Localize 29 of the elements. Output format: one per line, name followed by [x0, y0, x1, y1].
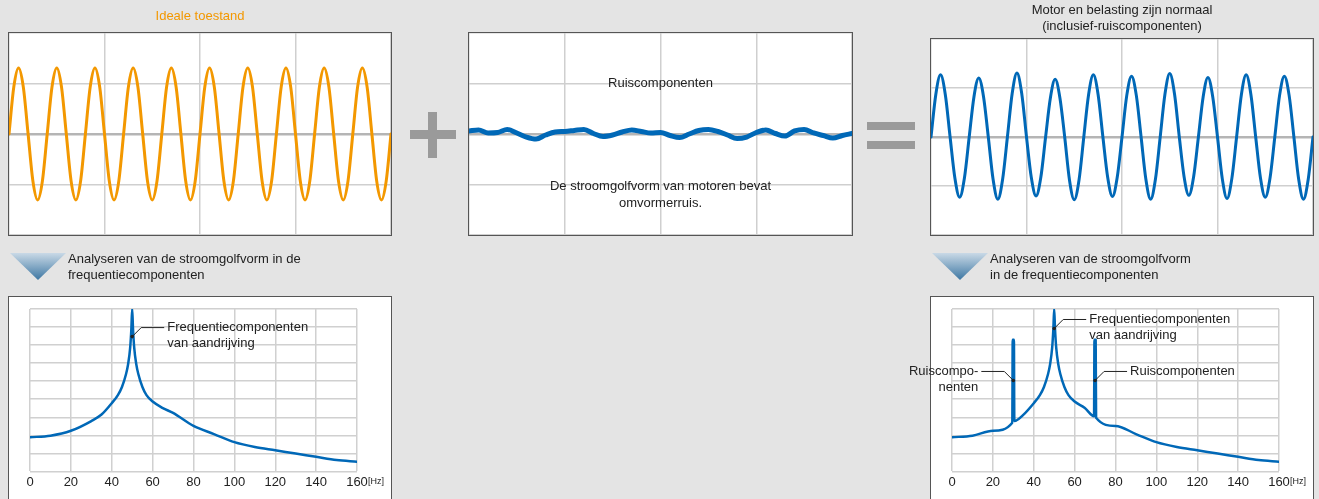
annotation: Ruiscomponenten [1130, 363, 1235, 379]
x-tick-label: 20 [63, 473, 79, 489]
annotation: Frequentiecomponenten van aandrijving [1089, 311, 1231, 343]
chart-title: Ideale toestand [154, 8, 246, 24]
x-tick-label: 80 [186, 473, 201, 489]
x-tick-label: 160 [346, 473, 368, 489]
x-tick-label: 80 [1108, 473, 1123, 489]
chart-title: Analyseren van de stroomgolfvorm in de frequentiecomponenten [68, 251, 301, 283]
chart-title: Analyseren van de stroomgolfvorm in de frequentiecomponenten [990, 251, 1191, 283]
x-axis-title: [Hz] [368, 476, 385, 487]
x-tick-label: 160 [1268, 473, 1290, 489]
x-tick-label: 0 [26, 473, 34, 489]
x-tick-label: 20 [985, 473, 1001, 489]
x-tick-label: 40 [1026, 473, 1041, 489]
x-axis-title: [Hz] [1290, 476, 1307, 487]
x-tick-label: 140 [305, 473, 327, 489]
text: Ruiscomponenten [608, 75, 713, 91]
chart-title: Motor en belasting zijn normaal (inclusief-ruiscomponenten) [1030, 2, 1214, 34]
x-tick-label: 40 [104, 473, 119, 489]
x-tick-label: 0 [948, 473, 956, 489]
text: De stroomgolfvorm van motoren bevat omvormerruis. [549, 177, 772, 210]
x-tick-label: 140 [1227, 473, 1249, 489]
annotation: Frequentiecomponenten van aandrijving [167, 319, 309, 351]
x-tick-label: 120 [1186, 473, 1209, 489]
x-tick-label: 60 [145, 473, 160, 489]
x-tick-label: 100 [1145, 473, 1168, 489]
x-tick-label: 100 [223, 473, 246, 489]
x-tick-label: 60 [1067, 473, 1082, 489]
x-tick-label: 120 [264, 473, 287, 489]
